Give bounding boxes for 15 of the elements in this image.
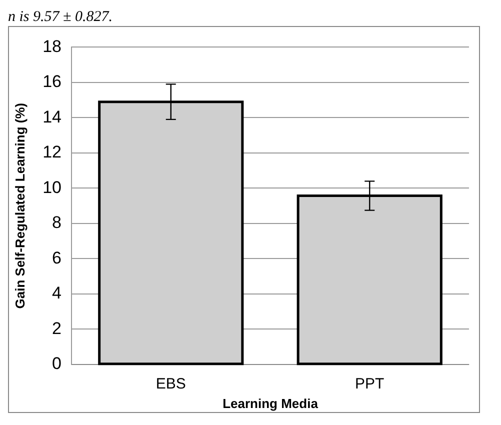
y-tick-label: 10: [42, 178, 62, 197]
y-tick-label: 12: [42, 142, 62, 162]
y-tick-label: 6: [52, 248, 62, 268]
y-tick-label: 14: [42, 107, 62, 126]
y-tick-label: 2: [52, 318, 62, 338]
y-axis-title: Gain Self-Regulated Learning (%): [12, 102, 28, 309]
y-tick-label: 0: [52, 354, 62, 374]
text: n is 9.57 ± 0.827.: [8, 8, 114, 26]
x-tick-label: EBS: [156, 376, 186, 393]
y-tick-label: 8: [52, 213, 62, 232]
y-tick-label: 4: [52, 284, 62, 303]
y-tick-label: 18: [42, 36, 62, 56]
x-axis-title: Learning Media: [222, 396, 319, 411]
x-tick-label: PPT: [355, 376, 384, 393]
y-tick-label: 16: [42, 72, 62, 92]
